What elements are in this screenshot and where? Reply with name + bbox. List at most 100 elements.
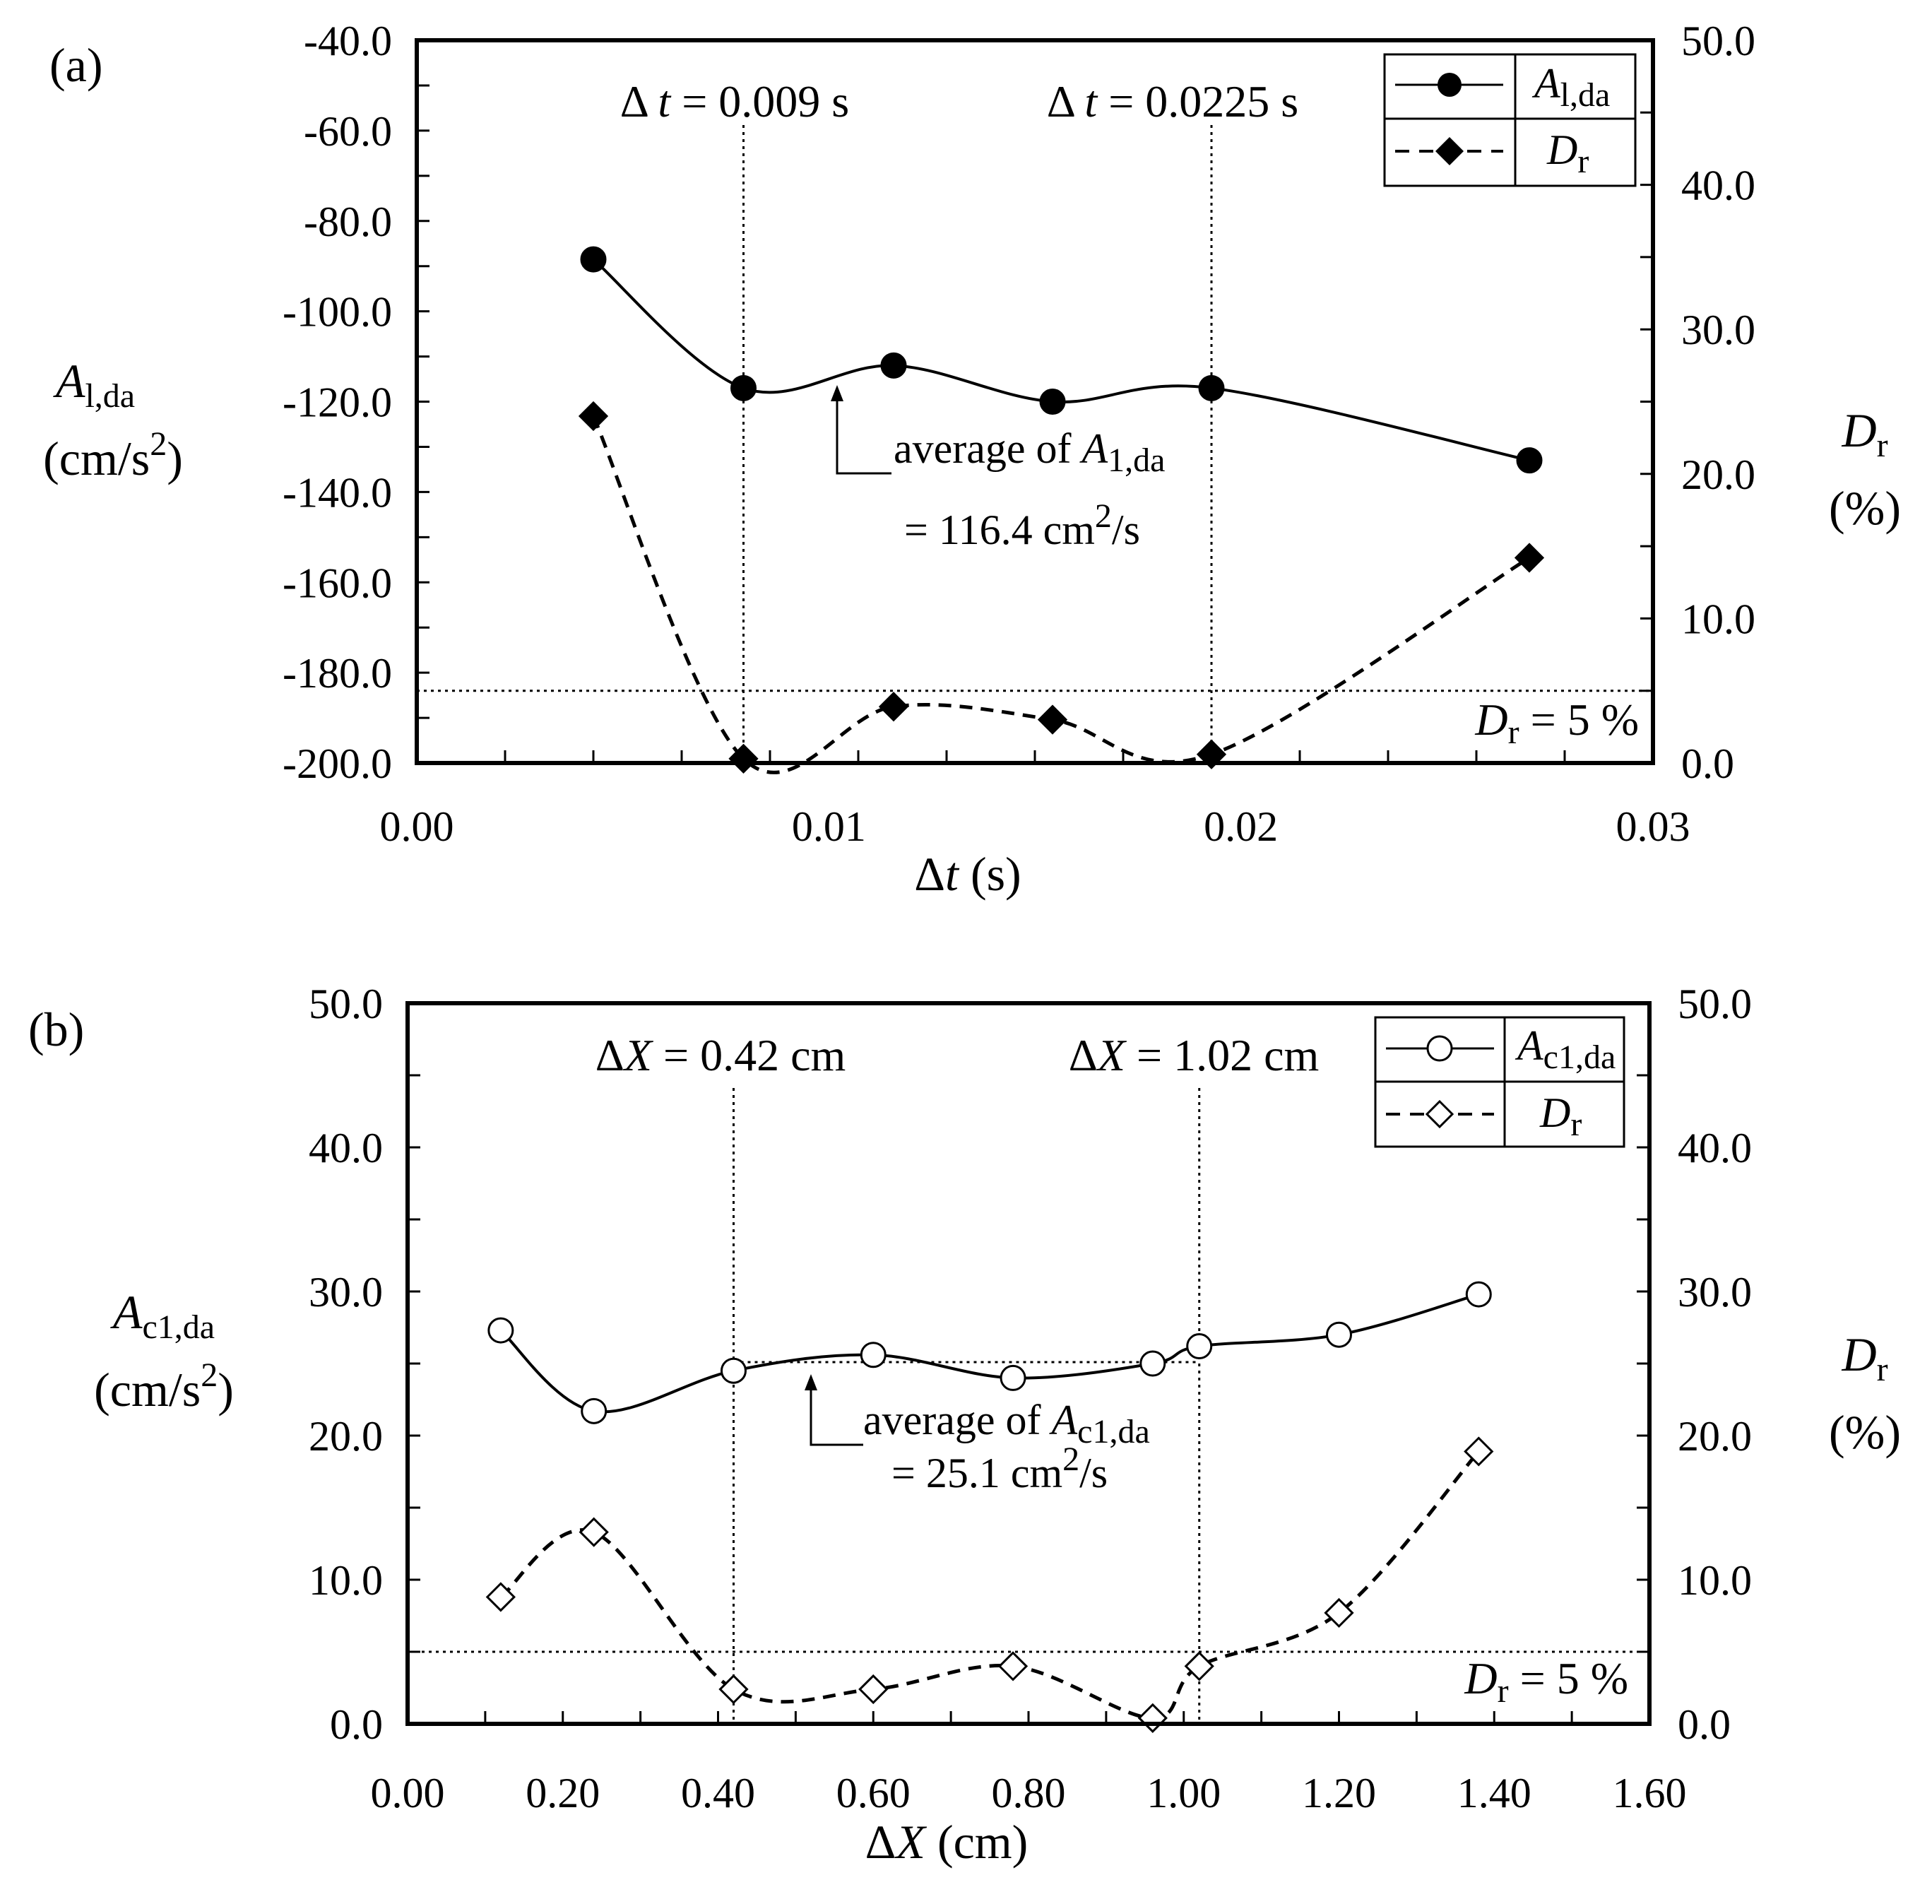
panel-a-x-tick-labels: 0.00 0.01 0.02 0.03 — [380, 803, 1690, 850]
panel-a-average-callout-line — [836, 389, 891, 475]
y-tick-label-right: 50.0 — [1678, 981, 1752, 1027]
y-tick-label-left: -200.0 — [283, 740, 392, 787]
panel-b-y-axis-title-left-units: (cm/s2) — [94, 1356, 234, 1417]
x-tick-label: 1.20 — [1302, 1770, 1376, 1816]
y-tick-label-left: -120.0 — [283, 379, 392, 426]
x-tick-label: 0.40 — [681, 1770, 755, 1816]
data-point-alda-1 — [580, 246, 607, 273]
data-point-dr-7 — [1184, 1651, 1214, 1681]
series-line-ac1da — [499, 1293, 1479, 1414]
y-tick-label-left: 50.0 — [309, 981, 383, 1027]
data-point-dr-8 — [1324, 1597, 1354, 1628]
data-point-ac1da-2 — [581, 1397, 608, 1424]
panel-a-y-tick-labels-left: -40.0 -60.0 -80.0 -100.0 -120.0 -140.0 -160.0 -… — [283, 18, 392, 787]
y-tick-label-left: 30.0 — [309, 1269, 383, 1315]
panel-b-ticks — [408, 1074, 1649, 1724]
data-point-ac1da-7 — [1186, 1333, 1213, 1360]
panel-a-y-tick-labels-right: 50.0 40.0 30.0 20.0 10.0 0.0 — [1681, 18, 1755, 787]
panel-b-legend-open-circle-icon — [1426, 1035, 1453, 1062]
y-tick-label-right: 30.0 — [1678, 1269, 1752, 1315]
panel-a-y-axis-title-left-units: (cm/s2) — [43, 425, 183, 485]
data-point-alda-5 — [1198, 374, 1225, 401]
panel-b-average-callout-arrow — [805, 1374, 817, 1390]
data-point-ac1da-6 — [1139, 1350, 1166, 1377]
panel-a-average-value: = 116.4 cm2/s — [904, 497, 1140, 553]
panel-a-ticks — [417, 84, 1653, 763]
panel-b-legend-label-2: Dr — [1539, 1089, 1582, 1143]
y-tick-label-left: -160.0 — [283, 560, 392, 606]
data-point-ac1da-1 — [487, 1317, 514, 1344]
data-point-dr-6 — [1137, 1703, 1168, 1733]
x-tick-label: 0.02 — [1204, 803, 1278, 850]
data-point-ac1da-3 — [720, 1357, 747, 1384]
series-line-alda — [592, 258, 1530, 462]
series-line-dr — [591, 415, 1531, 774]
panel-b-average-label: average of Ac1,da — [863, 1397, 1150, 1450]
panel-b-reference-lines — [408, 1088, 1649, 1724]
y-tick-label-left: -180.0 — [283, 650, 392, 697]
y-tick-label-left: 10.0 — [309, 1557, 383, 1604]
x-tick-label: 0.00 — [371, 1770, 445, 1816]
y-tick-label-left: -80.0 — [304, 199, 392, 245]
y-tick-label-right: 20.0 — [1681, 451, 1755, 498]
x-tick-label: 1.60 — [1613, 1770, 1687, 1816]
panel-b-legend: Ac1,da Dr — [1374, 1016, 1625, 1148]
y-tick-label-right: 50.0 — [1681, 18, 1755, 64]
y-tick-label-left: -100.0 — [283, 289, 392, 336]
panel-a-average-callout-arrow — [831, 385, 843, 401]
panel-b-series — [485, 1281, 1494, 1733]
panel-a-reference-lines — [417, 125, 1653, 763]
panel-a-vline-2-label: Δ t = 0.0225 s — [1047, 76, 1298, 126]
panel-b-vline-1-label: ΔX = 0.42 cm — [595, 1030, 846, 1080]
y-tick-label-left: -60.0 — [304, 108, 392, 155]
panel-b-legend-open-diamond-icon — [1425, 1099, 1454, 1129]
panel-b-legend-label-1: Ac1,da — [1515, 1022, 1616, 1076]
panel-a-y-axis-title-right-units: (%) — [1829, 481, 1901, 535]
data-point-dr-3 — [878, 692, 909, 722]
panel-a-vline-1-label: Δ t = 0.009 s — [620, 76, 849, 126]
data-point-alda-3 — [880, 352, 907, 379]
data-point-dr-4 — [858, 1674, 889, 1705]
data-point-dr-1 — [485, 1582, 516, 1612]
data-point-dr-4 — [1037, 704, 1068, 735]
x-tick-label: 0.00 — [380, 803, 454, 850]
panel-b-y-tick-labels-left: 50.0 40.0 30.0 20.0 10.0 0.0 — [309, 981, 383, 1748]
panel-a: (a) -40.0 -60.0 -80.0 -100.0 -120.0 -140.0 -16… — [43, 18, 1901, 901]
x-tick-label: 0.01 — [792, 803, 866, 850]
panel-a-legend-label-2: Dr — [1546, 126, 1589, 180]
panel-b: (b) 50.0 40.0 30.0 20.0 10.0 0.0 50.0 40.0 30.0… — [28, 981, 1901, 1869]
data-point-dr-9 — [1464, 1436, 1494, 1467]
x-tick-label: 0.60 — [836, 1770, 911, 1816]
panel-b-x-tick-labels: 0.00 0.20 0.40 0.60 0.80 1.00 1.20 1.40 1.60 — [371, 1770, 1687, 1816]
panel-b-x-axis-title: ΔX (cm) — [865, 1815, 1029, 1869]
x-tick-label: 0.80 — [992, 1770, 1066, 1816]
x-tick-label: 0.03 — [1616, 803, 1690, 850]
panel-a-legend-box — [1383, 53, 1637, 187]
panel-a-threshold-label: Dr = 5 % — [1474, 694, 1639, 751]
y-tick-label-right: 10.0 — [1678, 1557, 1752, 1604]
panel-a-average-label: average of A1,da — [894, 425, 1165, 479]
panel-label-b: (b) — [28, 1003, 84, 1056]
panel-a-legend-filled-circle-icon — [1438, 73, 1462, 97]
panel-b-y-axis-title-right: Dr — [1841, 1328, 1887, 1388]
data-point-dr-5 — [997, 1651, 1029, 1681]
y-tick-label-right: 0.0 — [1678, 1701, 1731, 1748]
data-point-ac1da-9 — [1465, 1281, 1492, 1308]
panel-b-y-tick-labels-right: 50.0 40.0 30.0 20.0 10.0 0.0 — [1678, 981, 1752, 1748]
panel-b-average-value: = 25.1 cm2/s — [891, 1441, 1108, 1496]
x-tick-label: 1.00 — [1146, 1770, 1221, 1816]
y-tick-label-left: -40.0 — [304, 18, 392, 64]
data-point-ac1da-4 — [860, 1342, 887, 1368]
y-tick-label-left: 40.0 — [309, 1125, 383, 1171]
y-tick-label-right: 40.0 — [1681, 162, 1755, 209]
y-tick-label-left: 20.0 — [309, 1413, 383, 1460]
data-point-dr-6 — [1514, 543, 1545, 573]
data-point-ac1da-8 — [1326, 1321, 1352, 1348]
panel-a-legend-label-1: Al,da — [1531, 60, 1610, 114]
panel-a-legend-filled-diamond-icon — [1435, 137, 1464, 165]
data-point-alda-2 — [730, 374, 757, 401]
data-point-alda-6 — [1516, 447, 1543, 474]
panel-b-vline-2-label: ΔX = 1.02 cm — [1069, 1030, 1320, 1080]
y-tick-label-right: 20.0 — [1678, 1413, 1752, 1460]
